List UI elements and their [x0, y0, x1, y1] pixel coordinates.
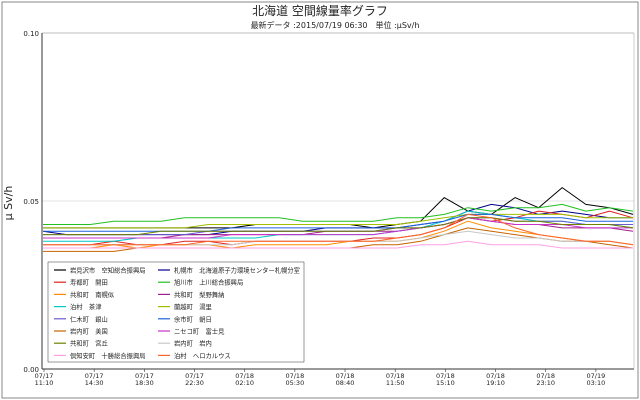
- x-tick-time: 23:10: [536, 379, 555, 387]
- x-tick-date: 07/17: [85, 372, 104, 380]
- x-tick-time: 02:10: [235, 379, 254, 387]
- legend-label: 共和町 南幌似: [70, 290, 115, 299]
- x-tick-date: 07/18: [336, 372, 355, 380]
- legend-label: 蘭越町 湯里: [174, 302, 212, 311]
- series-line-12: [43, 217, 633, 239]
- legend-label: 岩見沢市 空知総合振興局: [70, 266, 146, 275]
- x-tick-time: 11:10: [35, 379, 54, 387]
- series-line-4: [43, 203, 634, 225]
- legend-label: 泊村 ヘロカルウス: [174, 351, 231, 360]
- legend-label: 寿都町 開田: [70, 278, 108, 287]
- x-tick-date: 07/19: [586, 372, 605, 380]
- chart-title: 北海道 空間線量率グラフ: [252, 3, 388, 18]
- x-tick-date: 07/18: [386, 372, 405, 380]
- x-tick-time: 14:30: [85, 379, 104, 387]
- series-line-8: [43, 213, 633, 229]
- x-tick-time: 19:10: [486, 379, 505, 387]
- x-tick-date: 07/18: [436, 372, 455, 380]
- x-tick-date: 07/18: [486, 372, 505, 380]
- y-axis-label: μ Sv/h: [2, 186, 15, 221]
- y-tick-label: 0.10: [23, 30, 39, 38]
- legend-label: 倶知安町 十勝総合振興局: [70, 351, 146, 360]
- x-tick-time: 15:10: [436, 379, 455, 387]
- series-line-15: [43, 240, 633, 249]
- x-tick-date: 07/17: [185, 372, 204, 380]
- series-layer: [42, 187, 634, 252]
- x-tick-time: 18:30: [135, 379, 154, 387]
- x-tick-time: 11:50: [386, 379, 405, 387]
- x-tick-date: 07/18: [285, 372, 304, 380]
- x-tick-date: 07/18: [235, 372, 254, 380]
- x-tick-time: 22:30: [185, 379, 204, 387]
- x-tick-date: 07/18: [536, 372, 555, 380]
- legend-label: 岩内町 岩内: [174, 339, 212, 348]
- legend-label: 余市町 朝日: [174, 314, 212, 323]
- legend-box: [47, 261, 305, 363]
- x-tick-time: 08:40: [336, 379, 355, 387]
- y-tick-label: 0.00: [23, 366, 39, 374]
- legend-label: 仁木町 銀山: [70, 314, 108, 323]
- axis-layer: 0.000.050.1007/1711:1007/1714:3007/1718:…: [23, 30, 635, 387]
- legend-label: 札幌市 北海道原子力環境センター札幌分室: [174, 266, 300, 275]
- legend-label: 岩内町 美国: [70, 327, 108, 336]
- chart-subtitle: 最新データ :2015/07/19 06:30 単位 :μSv/h: [251, 20, 420, 30]
- x-tick-time: 03:10: [586, 379, 605, 387]
- x-tick-time: 05:30: [285, 379, 304, 387]
- series-line-16: [43, 213, 634, 246]
- legend-label: 共和町 宮丘: [70, 339, 108, 348]
- legend-label: 旭川市 上川総合振興局: [174, 278, 243, 287]
- legend-label: ニセコ町 富士見: [174, 327, 225, 336]
- series-line-10: [43, 213, 633, 232]
- series-line-13: [43, 217, 634, 236]
- series-line-5: [43, 220, 634, 249]
- y-tick-label: 0.05: [23, 198, 39, 206]
- legend-label: 共和町 梨野舞納: [174, 290, 224, 299]
- x-tick-date: 07/17: [135, 372, 154, 380]
- legend-label: 泊村 茶津: [70, 302, 102, 311]
- x-tick-date: 07/17: [35, 372, 54, 380]
